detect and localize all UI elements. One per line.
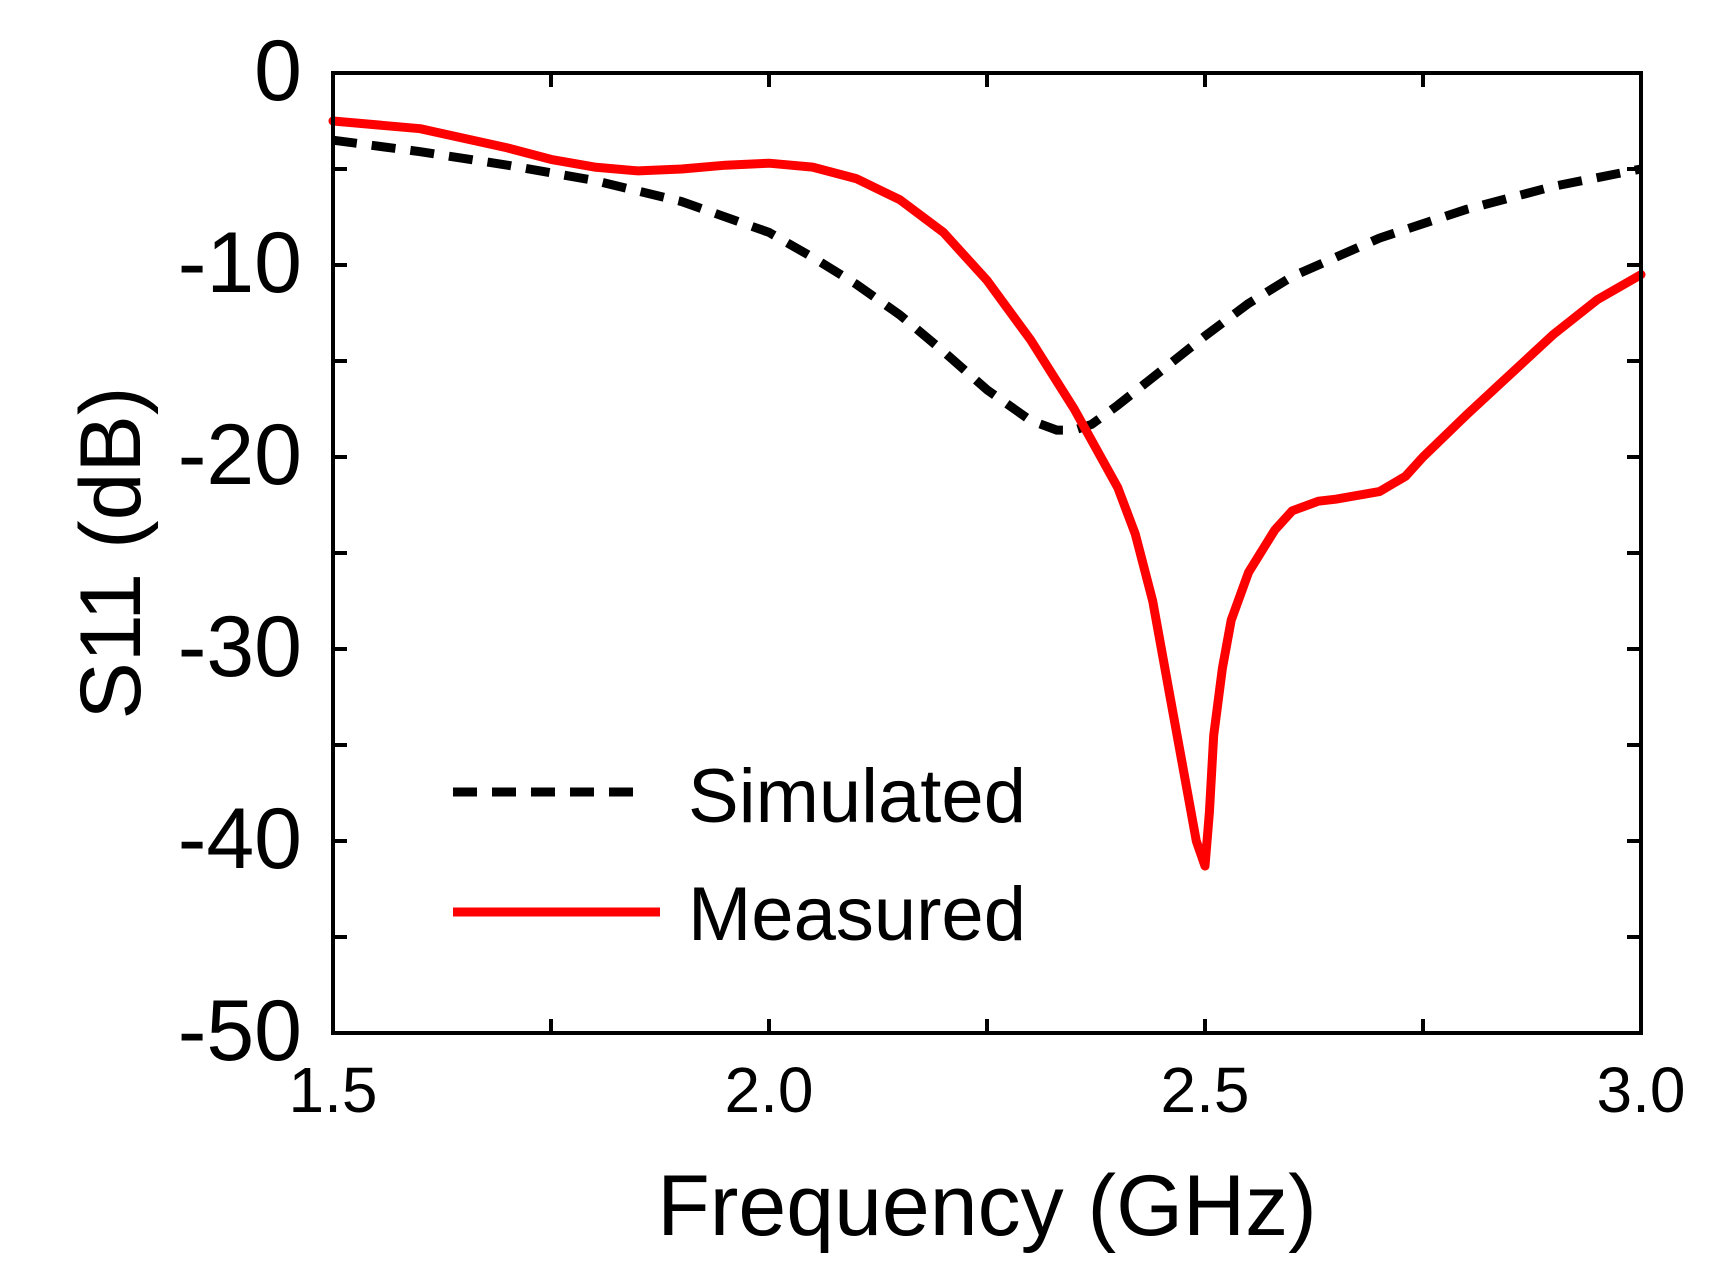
x-tick-label: 1.5: [289, 1054, 378, 1126]
y-tick-label: -30: [178, 599, 302, 695]
x-axis-title: Frequency (GHz): [657, 1158, 1317, 1254]
y-tick-label: -10: [178, 215, 302, 311]
tick-labels-layer: 1.5 2.0 2.5 3.0 0 -10 -20 -30 -40 -50: [178, 23, 1686, 1126]
y-tick-label: -40: [178, 791, 302, 887]
x-tick-label: 2.0: [725, 1054, 814, 1126]
series-layer: [328, 116, 1646, 871]
legend: Simulated Measured: [453, 754, 1026, 957]
x-tick-label: 3.0: [1597, 1054, 1686, 1126]
ticks-layer: [331, 71, 1643, 1035]
y-tick-label: 0: [254, 23, 302, 119]
x-tick-label: 2.5: [1161, 1054, 1250, 1126]
y-axis-title: S11 (dB): [63, 387, 159, 720]
series-line-measured: [328, 116, 1646, 871]
series-line-simulated: [332, 135, 1642, 435]
legend-label-simulated: Simulated: [688, 754, 1026, 839]
y-tick-label: -50: [178, 983, 302, 1079]
y-tick-label: -20: [178, 407, 302, 503]
legend-label-measured: Measured: [688, 872, 1026, 957]
